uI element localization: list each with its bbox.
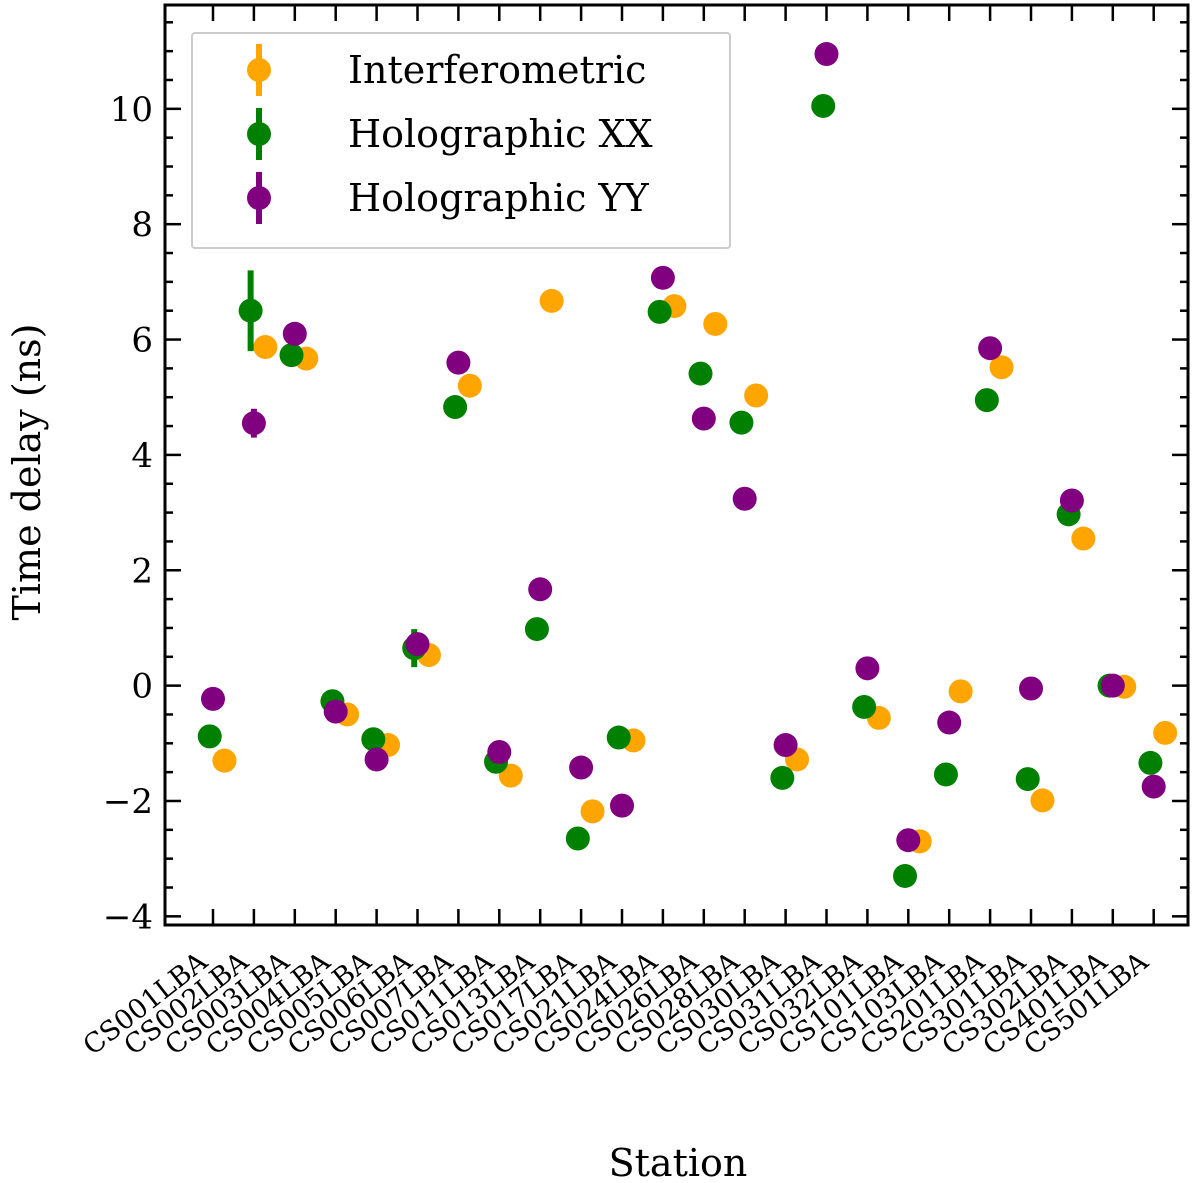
y-axis-title: Time delay (ns) xyxy=(5,324,49,621)
data-point xyxy=(770,765,795,790)
legend-label: Holographic XX xyxy=(348,112,653,156)
data-point xyxy=(364,747,389,772)
data-point xyxy=(323,699,348,724)
data-point xyxy=(1059,488,1084,513)
legend-marker xyxy=(247,186,271,210)
plot-frame xyxy=(163,3,1190,927)
data-point xyxy=(1019,676,1043,701)
data-point xyxy=(457,373,482,398)
y-tick-label: −4 xyxy=(103,897,153,937)
data-point xyxy=(852,694,877,719)
data-point xyxy=(361,727,386,752)
data-point xyxy=(896,828,921,853)
data-point xyxy=(610,793,634,818)
data-point xyxy=(1153,720,1178,745)
legend-box xyxy=(191,32,731,249)
data-point xyxy=(565,826,590,851)
data-point xyxy=(691,406,716,431)
y-tick-label: 0 xyxy=(131,667,153,707)
data-point xyxy=(811,93,836,118)
data-point xyxy=(539,288,564,313)
x-axis-title: Station xyxy=(609,1141,748,1183)
data-point xyxy=(732,486,757,511)
data-point xyxy=(773,733,798,758)
data-point xyxy=(238,298,263,323)
data-point xyxy=(282,321,307,346)
data-point xyxy=(1138,750,1163,775)
data-point xyxy=(744,383,769,408)
y-tick-label: 2 xyxy=(131,551,153,591)
data-point xyxy=(650,265,675,290)
data-point xyxy=(279,343,304,368)
y-tick-label: −2 xyxy=(103,782,153,822)
data-point xyxy=(1015,767,1040,792)
data-point xyxy=(729,410,754,435)
legend-marker xyxy=(247,122,271,146)
data-point xyxy=(1030,788,1055,813)
data-point xyxy=(606,725,631,750)
legend-marker xyxy=(247,58,271,82)
data-point xyxy=(933,762,958,787)
data-point xyxy=(528,577,553,602)
data-point xyxy=(253,335,278,360)
legend-label: Holographic YY xyxy=(348,176,650,220)
data-points xyxy=(197,42,1178,888)
data-point xyxy=(580,799,605,824)
series-holographic-yy xyxy=(201,42,1166,853)
plot-border xyxy=(163,3,1190,927)
data-point xyxy=(443,395,468,420)
data-point xyxy=(978,336,1003,361)
data-point xyxy=(241,411,266,436)
data-point xyxy=(524,617,549,642)
data-point xyxy=(893,863,918,888)
data-point xyxy=(569,755,594,780)
data-point xyxy=(201,686,225,711)
data-point xyxy=(855,656,880,681)
data-point xyxy=(212,748,237,773)
legend-label: Interferometric xyxy=(348,48,646,92)
data-point xyxy=(405,632,430,657)
y-tick-label: 6 xyxy=(131,321,153,361)
data-point xyxy=(688,361,713,386)
data-point xyxy=(937,710,962,735)
data-point xyxy=(989,355,1014,380)
data-point xyxy=(1100,673,1125,698)
data-point xyxy=(647,299,672,324)
data-point xyxy=(1141,774,1166,799)
data-point xyxy=(197,724,222,749)
data-point xyxy=(814,42,839,67)
data-point xyxy=(974,388,999,413)
legend: Interferometric Holographic XX Holographic… xyxy=(191,32,731,249)
data-point xyxy=(948,679,973,704)
data-point xyxy=(487,739,512,764)
data-point xyxy=(703,311,728,336)
data-point xyxy=(1071,526,1096,551)
y-tick-label: 4 xyxy=(131,436,153,476)
y-tick-label: 10 xyxy=(110,90,153,130)
y-tick-label: 8 xyxy=(131,205,153,245)
data-point xyxy=(446,350,471,375)
